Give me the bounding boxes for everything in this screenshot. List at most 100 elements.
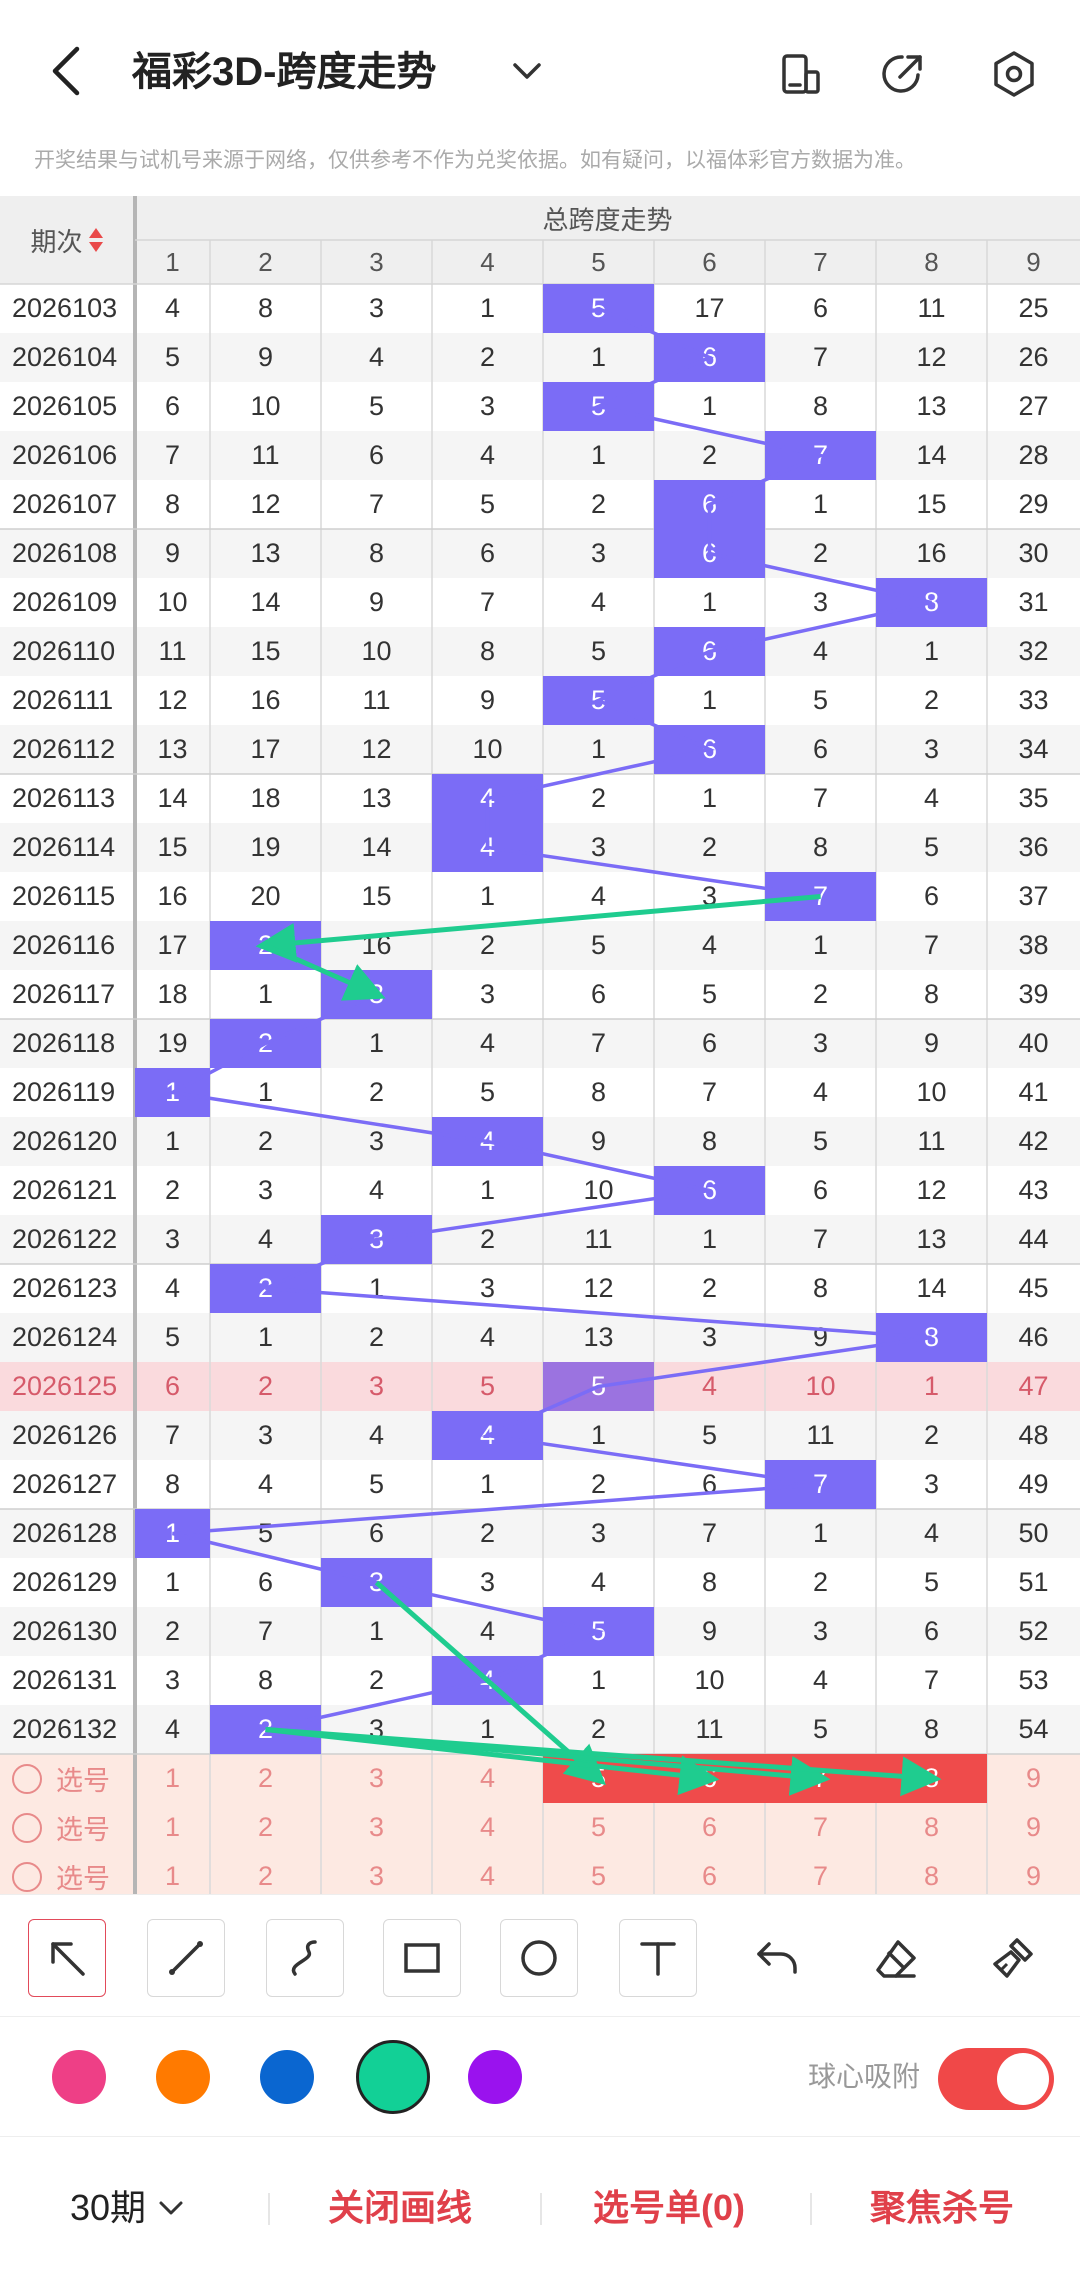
missing-count: 42 <box>1018 1126 1049 1156</box>
tool-circle[interactable] <box>500 1919 578 1997</box>
pick-number[interactable]: 1 <box>164 1861 181 1891</box>
pick-number-selected[interactable]: 6 <box>654 1754 765 1803</box>
pick-number[interactable]: 9 <box>1025 1812 1042 1842</box>
undo-button[interactable] <box>738 1919 816 1997</box>
span-ball: 6 <box>654 627 765 676</box>
pick-list-button[interactable]: 选号单(0) <box>593 2187 745 2228</box>
tool-text[interactable] <box>619 1919 697 1997</box>
missing-count: 1 <box>368 1273 385 1303</box>
pick-number[interactable]: 1 <box>164 1763 181 1793</box>
missing-count: 13 <box>157 734 188 764</box>
snap-toggle[interactable] <box>938 2048 1054 2110</box>
pick-number[interactable]: 4 <box>479 1861 496 1891</box>
pick-number[interactable]: 9 <box>1025 1763 1042 1793</box>
pick-row-label[interactable]: 选号 <box>0 1754 135 1803</box>
period-cell: 2026123 <box>12 1273 118 1303</box>
pick-number[interactable]: 5 <box>590 1861 607 1891</box>
pick-number[interactable]: 2 <box>257 1763 274 1793</box>
settings-button[interactable] <box>984 44 1044 104</box>
span-ball: 2 <box>210 921 321 970</box>
missing-count: 4 <box>812 1077 829 1107</box>
trend-grid: 期次 总跨度走势 1 2 3 4 5 6 7 8 9 2026103 4 8 3 1 5 17 6 11 25 20261… <box>0 196 1080 1894</box>
color-swatch[interactable] <box>156 2050 210 2104</box>
pick-number[interactable]: 6 <box>701 1812 718 1842</box>
pick-number[interactable]: 6 <box>701 1861 718 1891</box>
focus-kill-button[interactable]: 聚焦杀号 <box>870 2187 1015 2228</box>
eraser-button[interactable] <box>857 1919 935 1997</box>
missing-count: 15 <box>916 489 947 519</box>
color-swatch[interactable] <box>52 2050 106 2104</box>
tool-line[interactable] <box>147 1919 225 1997</box>
pick-number[interactable]: 3 <box>368 1763 385 1793</box>
pick-number[interactable]: 2 <box>257 1812 274 1842</box>
missing-count: 6 <box>479 538 496 568</box>
period-select[interactable]: 30期 <box>70 2183 188 2233</box>
pick-number-selected[interactable]: 8 <box>876 1754 987 1803</box>
pick-number[interactable]: 7 <box>812 1812 829 1842</box>
tool-arrow[interactable] <box>28 1919 106 1997</box>
missing-count: 4 <box>257 1469 274 1499</box>
missing-count: 8 <box>812 832 829 862</box>
missing-count: 4 <box>479 440 496 470</box>
missing-count: 11 <box>917 1126 946 1156</box>
clear-button[interactable] <box>974 1919 1052 1997</box>
missing-count: 5 <box>479 489 496 519</box>
pick-number-selected[interactable]: 5 <box>543 1754 654 1803</box>
missing-count: 2 <box>479 1518 496 1548</box>
missing-count: 6 <box>812 734 829 764</box>
landscape-button[interactable] <box>770 44 830 104</box>
missing-count: 9 <box>812 1322 829 1352</box>
tool-rectangle[interactable] <box>383 1919 461 1997</box>
span-ball: 4 <box>432 1411 543 1460</box>
tool-curve[interactable] <box>266 1919 344 1997</box>
missing-count: 10 <box>472 734 503 764</box>
color-swatch[interactable] <box>260 2050 314 2104</box>
missing-count: 7 <box>701 1518 718 1548</box>
span-ball: 1 <box>135 1509 210 1558</box>
pick-label-text: 选号 <box>56 1766 110 1796</box>
color-swatch[interactable] <box>356 2040 430 2114</box>
period-cell: 2026104 <box>12 342 118 372</box>
column-header-7: 7 <box>813 246 828 277</box>
span-ball: 6 <box>654 333 765 382</box>
missing-count: 17 <box>694 293 725 323</box>
pick-row-label[interactable]: 选号 <box>0 1852 135 1894</box>
missing-count: 12 <box>361 734 392 764</box>
pick-number[interactable]: 8 <box>923 1861 940 1891</box>
pick-number[interactable]: 3 <box>368 1861 385 1891</box>
missing-count: 36 <box>1018 832 1049 862</box>
missing-count: 12 <box>916 1175 947 1205</box>
period-header[interactable]: 期次 <box>0 196 135 284</box>
period-cell: 2026132 <box>12 1714 118 1744</box>
pick-number[interactable]: 9 <box>1025 1861 1042 1891</box>
back-button[interactable] <box>36 36 96 106</box>
span-ball: 5 <box>543 676 654 725</box>
pick-number[interactable]: 4 <box>479 1812 496 1842</box>
missing-count: 5 <box>368 1469 385 1499</box>
pick-number[interactable]: 2 <box>257 1861 274 1891</box>
close-draw-button[interactable]: 关闭画线 <box>328 2187 473 2228</box>
pick-number[interactable]: 1 <box>164 1812 181 1842</box>
divider <box>810 2193 812 2225</box>
period-cell: 2026108 <box>12 538 118 568</box>
missing-count: 5 <box>923 1567 940 1597</box>
disclaimer-text: 开奖结果与试机号来源于网络，仅供参考不作为兑奖依据。如有疑问，以福体彩官方数据为… <box>34 149 916 172</box>
pick-number-selected[interactable]: 7 <box>765 1754 876 1803</box>
missing-count: 3 <box>368 1714 385 1744</box>
pick-row-label[interactable]: 选号 <box>0 1803 135 1852</box>
missing-count: 2 <box>164 1616 181 1646</box>
span-ball: 5 <box>543 1362 654 1411</box>
title-dropdown[interactable] <box>505 50 549 94</box>
pick-number[interactable]: 8 <box>923 1812 940 1842</box>
missing-count: 14 <box>250 587 281 617</box>
pick-number[interactable]: 7 <box>812 1861 829 1891</box>
pick-number[interactable]: 5 <box>590 1812 607 1842</box>
pick-number[interactable]: 3 <box>368 1812 385 1842</box>
missing-count: 7 <box>701 1077 718 1107</box>
missing-count: 10 <box>916 1077 947 1107</box>
period-cell: 2026115 <box>12 881 116 911</box>
share-button[interactable] <box>873 44 933 104</box>
color-swatch[interactable] <box>468 2050 522 2104</box>
pick-number[interactable]: 4 <box>479 1763 496 1793</box>
missing-count: 9 <box>368 587 385 617</box>
